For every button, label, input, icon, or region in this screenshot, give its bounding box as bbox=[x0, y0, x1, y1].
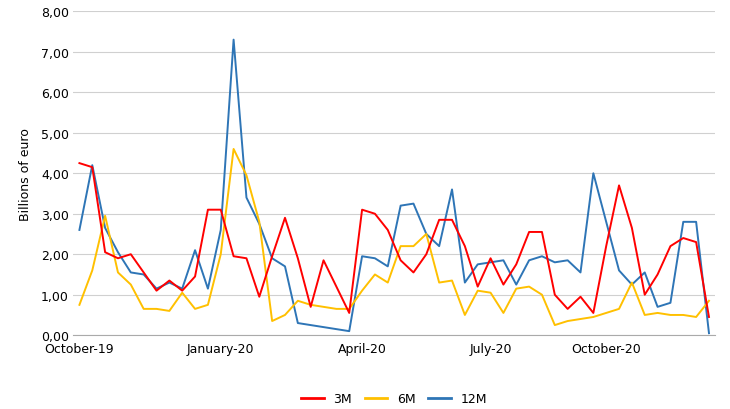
Y-axis label: Billions of euro: Billions of euro bbox=[20, 128, 33, 220]
Legend: 3M, 6M, 12M: 3M, 6M, 12M bbox=[296, 387, 492, 409]
